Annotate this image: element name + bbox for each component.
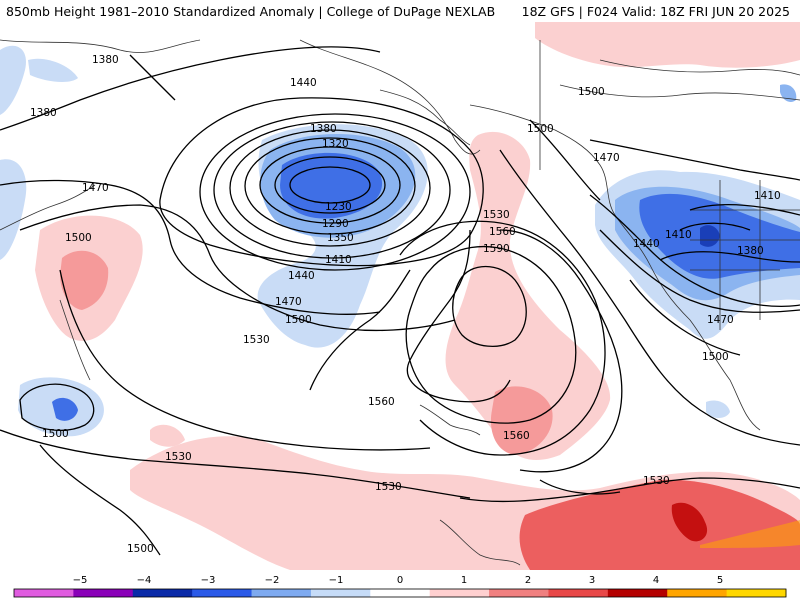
colorbar-tick-label: 5	[717, 575, 723, 586]
contour-label: 1530	[165, 451, 192, 463]
colorbar-tick-label: −5	[73, 575, 88, 586]
colorbar-bar	[13, 588, 787, 598]
map-title: 850mb Height 1981–2010 Standardized Anom…	[6, 4, 496, 19]
colorbar-tick-label: −3	[201, 575, 216, 586]
contour-label: 1500	[578, 86, 605, 98]
colorbar-tick-label: −4	[137, 575, 152, 586]
colorbar-swatch	[192, 589, 253, 597]
header-bar: 850mb Height 1981–2010 Standardized Anom…	[0, 0, 800, 22]
contour-label: 1230	[325, 201, 352, 213]
colorbar-tick-label: −2	[265, 575, 280, 586]
colorbar-swatch	[14, 589, 74, 597]
colorbar-outline	[13, 588, 787, 598]
contour-label: 1380	[92, 54, 119, 66]
colorbar-swatch	[132, 589, 193, 597]
svg-text:1500: 1500	[42, 428, 69, 440]
contour-label: 1410	[754, 190, 781, 202]
colorbar-swatch	[310, 589, 371, 597]
contour-label: 1380	[30, 107, 57, 119]
contour-label: 1590	[483, 243, 510, 255]
contour-label: 1440	[290, 77, 317, 89]
contour-label: 1560	[489, 226, 516, 238]
contour-label: 1500	[285, 314, 312, 326]
colorbar-tick-labels: −5 −4 −3 −2 −1 0 1 2 3 4 5	[73, 575, 724, 586]
colorbar-tick-label: 3	[589, 575, 595, 586]
contour-label: 1380	[737, 245, 764, 257]
contour-label: 1380	[310, 123, 337, 135]
contour-label: 1530	[643, 475, 670, 487]
colorbar-swatch	[251, 589, 312, 597]
colorbar-swatch	[370, 589, 431, 597]
contour-label: 1500	[702, 351, 729, 363]
positive-anomaly-shading	[35, 22, 800, 570]
contour-label: 1530	[375, 481, 402, 493]
colorbar-swatch	[429, 589, 490, 597]
lowest-contour-label-1500: 1500	[42, 428, 69, 440]
colorbar-swatch	[489, 589, 549, 597]
contour-label: 1530	[483, 209, 510, 221]
contour-label: 1560	[503, 430, 530, 442]
contour-label: 1350	[327, 232, 354, 244]
contour-label: 1410	[325, 254, 352, 266]
contour-label: 1410	[665, 229, 692, 241]
colorbar-tick-label: 0	[397, 575, 403, 586]
height-contours	[0, 46, 800, 556]
colorbar: −5 −4 −3 −2 −1 0 1 2 3 4 5	[0, 570, 800, 600]
map-panel[interactable]: 1380 1380 1440 1500 1500 1470 1380 1320 …	[0, 22, 800, 570]
colorbar-swatch	[607, 589, 668, 597]
contour-label: 1530	[243, 334, 270, 346]
negative-anomaly-shading	[0, 45, 800, 437]
contour-label: 1440	[633, 238, 660, 250]
colorbar-swatch	[726, 589, 787, 597]
colorbar-tick-label: 1	[461, 575, 467, 586]
colorbar-tick-label: 4	[653, 575, 659, 586]
contour-label: 1500	[127, 543, 154, 555]
run-info: 18Z GFS | F024 Valid: 18Z FRI JUN 20 202…	[521, 4, 790, 19]
colorbar-swatch	[667, 589, 728, 597]
contour-label: 1470	[82, 182, 109, 194]
contour-label: 1470	[275, 296, 302, 308]
contour-label: 1560	[368, 396, 395, 408]
contour-label: 1470	[707, 314, 734, 326]
colorbar-tick-label: −1	[329, 575, 344, 586]
colorbar-swatch	[73, 589, 134, 597]
contour-label: 1470	[593, 152, 620, 164]
colorbar-swatch	[548, 589, 609, 597]
contour-label: 1500	[65, 232, 92, 244]
contour-label: 1500	[527, 123, 554, 135]
colorbar-tick-label: 2	[525, 575, 531, 586]
contour-labels: 1380 1380 1440 1500 1500 1470 1380 1320 …	[30, 54, 781, 555]
contour-label: 1320	[322, 138, 349, 150]
coastlines	[0, 39, 800, 566]
contour-label: 1290	[322, 218, 349, 230]
contour-label: 1440	[288, 270, 315, 282]
